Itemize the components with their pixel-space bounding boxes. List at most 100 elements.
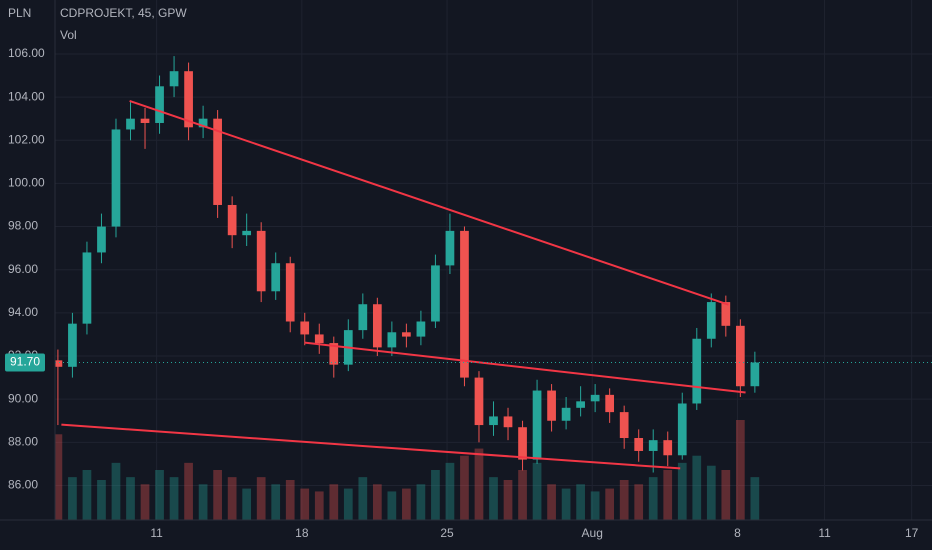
volume-bar <box>547 484 556 520</box>
volume-bar <box>590 491 600 520</box>
y-tick-label: 96.00 <box>8 262 38 276</box>
chart-title: CDPROJEKT, 45, GPW <box>60 6 187 20</box>
candle-body <box>518 427 527 460</box>
candle-body <box>169 71 179 87</box>
volume-bar <box>198 484 208 520</box>
volume-bar <box>706 465 716 520</box>
candle-body <box>82 252 92 324</box>
candle-body <box>634 438 644 451</box>
candle-body <box>648 440 658 451</box>
y-tick-label: 98.00 <box>8 219 38 233</box>
x-tick-label: Aug <box>582 526 603 540</box>
volume-bar <box>489 477 498 520</box>
volume-bar <box>518 470 527 520</box>
candle-body <box>68 323 77 367</box>
candle-body <box>416 321 426 337</box>
volume-bar <box>721 470 731 520</box>
candle-body <box>97 226 106 253</box>
candle-body <box>140 118 150 123</box>
volume-bar <box>677 462 687 520</box>
volume-bar <box>82 470 92 520</box>
volume-bar <box>474 448 484 520</box>
candle-body <box>387 332 397 348</box>
currency: PLN <box>8 6 31 20</box>
x-tick-label: 17 <box>905 526 919 540</box>
candle-body <box>503 416 513 428</box>
volume-bar <box>184 462 193 520</box>
volume-bar <box>155 470 164 520</box>
grid <box>55 0 932 520</box>
candle-body <box>198 118 208 128</box>
candle-body <box>300 321 310 335</box>
volume-bar <box>329 484 339 520</box>
volume-bar <box>431 470 440 520</box>
volume-bar <box>460 455 469 520</box>
candle-body <box>213 118 222 205</box>
volume-bar <box>68 477 77 520</box>
volume-pane <box>53 420 760 520</box>
candle-body <box>111 129 121 227</box>
volume-bar <box>561 488 571 520</box>
volume-bar <box>445 462 455 520</box>
candle-body <box>256 230 266 292</box>
candle-body <box>372 304 382 348</box>
x-tick-label: 25 <box>440 526 454 540</box>
trendline <box>304 341 746 394</box>
candle-body <box>735 325 745 387</box>
y-tick-label: 106.00 <box>8 46 45 60</box>
y-tick-label: 104.00 <box>8 89 45 103</box>
candle-body <box>561 407 571 421</box>
candle-body <box>53 360 63 367</box>
volume-label: Vol <box>60 28 77 42</box>
volume-bar <box>97 480 106 520</box>
candle-body <box>242 230 252 236</box>
volume-bar <box>532 462 542 520</box>
volume-bar <box>213 470 222 520</box>
candle-body <box>126 118 135 130</box>
candle-body <box>663 440 673 456</box>
x-tick-label: 8 <box>734 526 741 540</box>
candle-body <box>285 263 295 322</box>
trendline <box>129 100 729 306</box>
volume-bar <box>387 491 397 520</box>
volume-bar <box>619 480 629 520</box>
volume-bar <box>314 491 324 520</box>
y-tick-label: 100.00 <box>8 176 45 190</box>
candle-body <box>532 390 542 460</box>
last-price-box <box>5 353 45 372</box>
x-tick-label: 11 <box>150 526 163 540</box>
candle-body <box>721 302 731 326</box>
candle-body <box>460 230 469 378</box>
y-tick-label: 86.00 <box>8 478 38 492</box>
candle-body <box>314 334 324 344</box>
volume-bar <box>692 455 702 520</box>
y-tick-label: 102.00 <box>8 132 45 146</box>
volume-bar <box>53 434 63 520</box>
volume-bar <box>256 477 266 520</box>
volume-bar <box>126 477 135 520</box>
x-tick-label: 18 <box>295 526 309 540</box>
y-tick-label: 90.00 <box>8 391 38 405</box>
candles <box>53 56 760 473</box>
volume-bar <box>285 480 295 520</box>
axis-labels: 86.0088.0090.0092.0094.0096.0098.00100.0… <box>5 46 919 540</box>
volume-bar <box>648 477 658 520</box>
volume-bar <box>111 462 121 520</box>
candle-body <box>155 86 164 123</box>
candle-body <box>227 204 237 236</box>
volume-bar <box>343 488 353 520</box>
candle-body <box>358 304 368 331</box>
y-tick-label: 88.00 <box>8 434 38 448</box>
volume-bar <box>372 484 382 520</box>
volume-bar <box>140 484 150 520</box>
volume-bar <box>169 477 179 520</box>
volume-bar <box>402 488 411 520</box>
volume-bar <box>227 477 237 520</box>
candle-body <box>184 71 193 128</box>
candle-body <box>489 416 498 426</box>
candle-body <box>706 302 716 339</box>
candle-body <box>605 394 615 413</box>
trendlines <box>55 100 932 470</box>
candle-body <box>474 377 484 426</box>
